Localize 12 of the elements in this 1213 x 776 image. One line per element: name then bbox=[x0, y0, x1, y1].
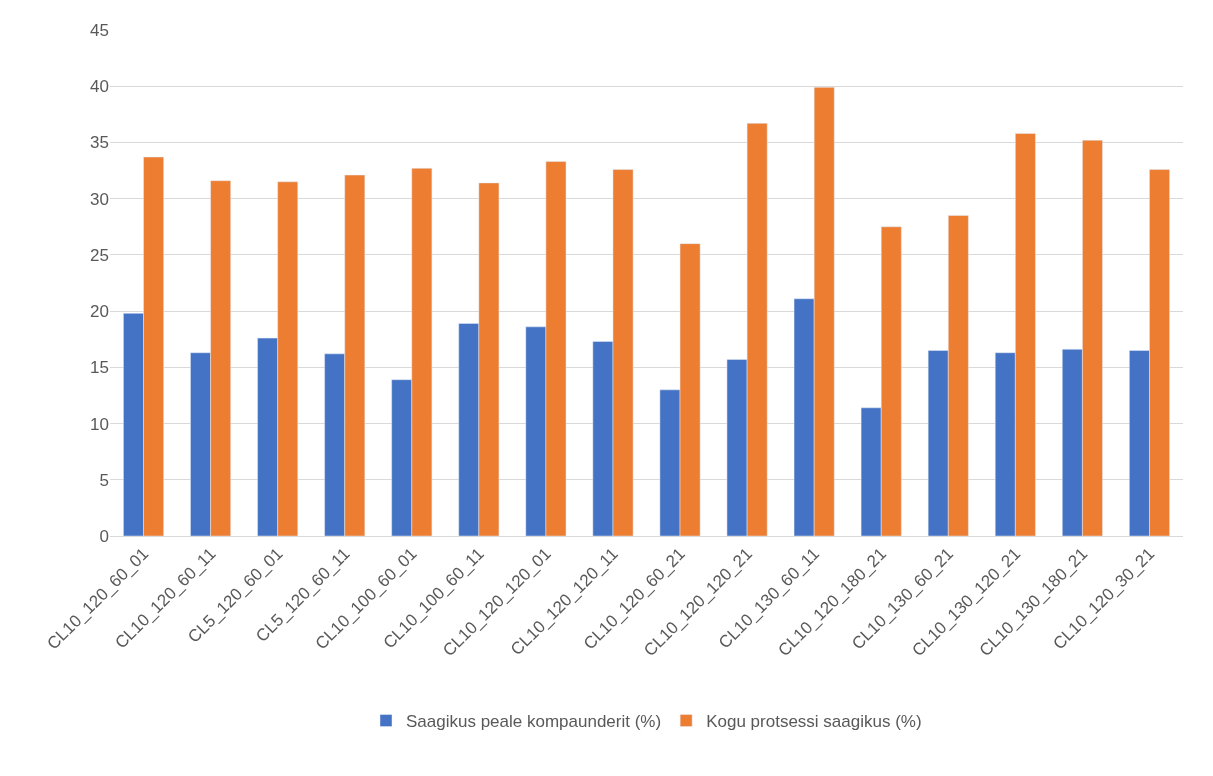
y-tick-label: 10 bbox=[90, 414, 109, 434]
legend-label: Kogu protsessi saagikus (%) bbox=[706, 712, 922, 732]
y-tick-label: 35 bbox=[90, 133, 109, 153]
y-tick-label: 40 bbox=[90, 77, 109, 97]
y-tick-label: 25 bbox=[90, 245, 109, 265]
y-tick-label: 20 bbox=[90, 302, 109, 322]
legend-label: Saagikus peale kompaunderit (%) bbox=[406, 712, 662, 732]
y-tick-label: 45 bbox=[90, 20, 109, 40]
y-tick-label: 5 bbox=[99, 470, 109, 490]
y-tick-label: 15 bbox=[90, 358, 109, 378]
y-tick-label: 0 bbox=[99, 526, 109, 546]
y-tick-label: 30 bbox=[90, 189, 109, 209]
